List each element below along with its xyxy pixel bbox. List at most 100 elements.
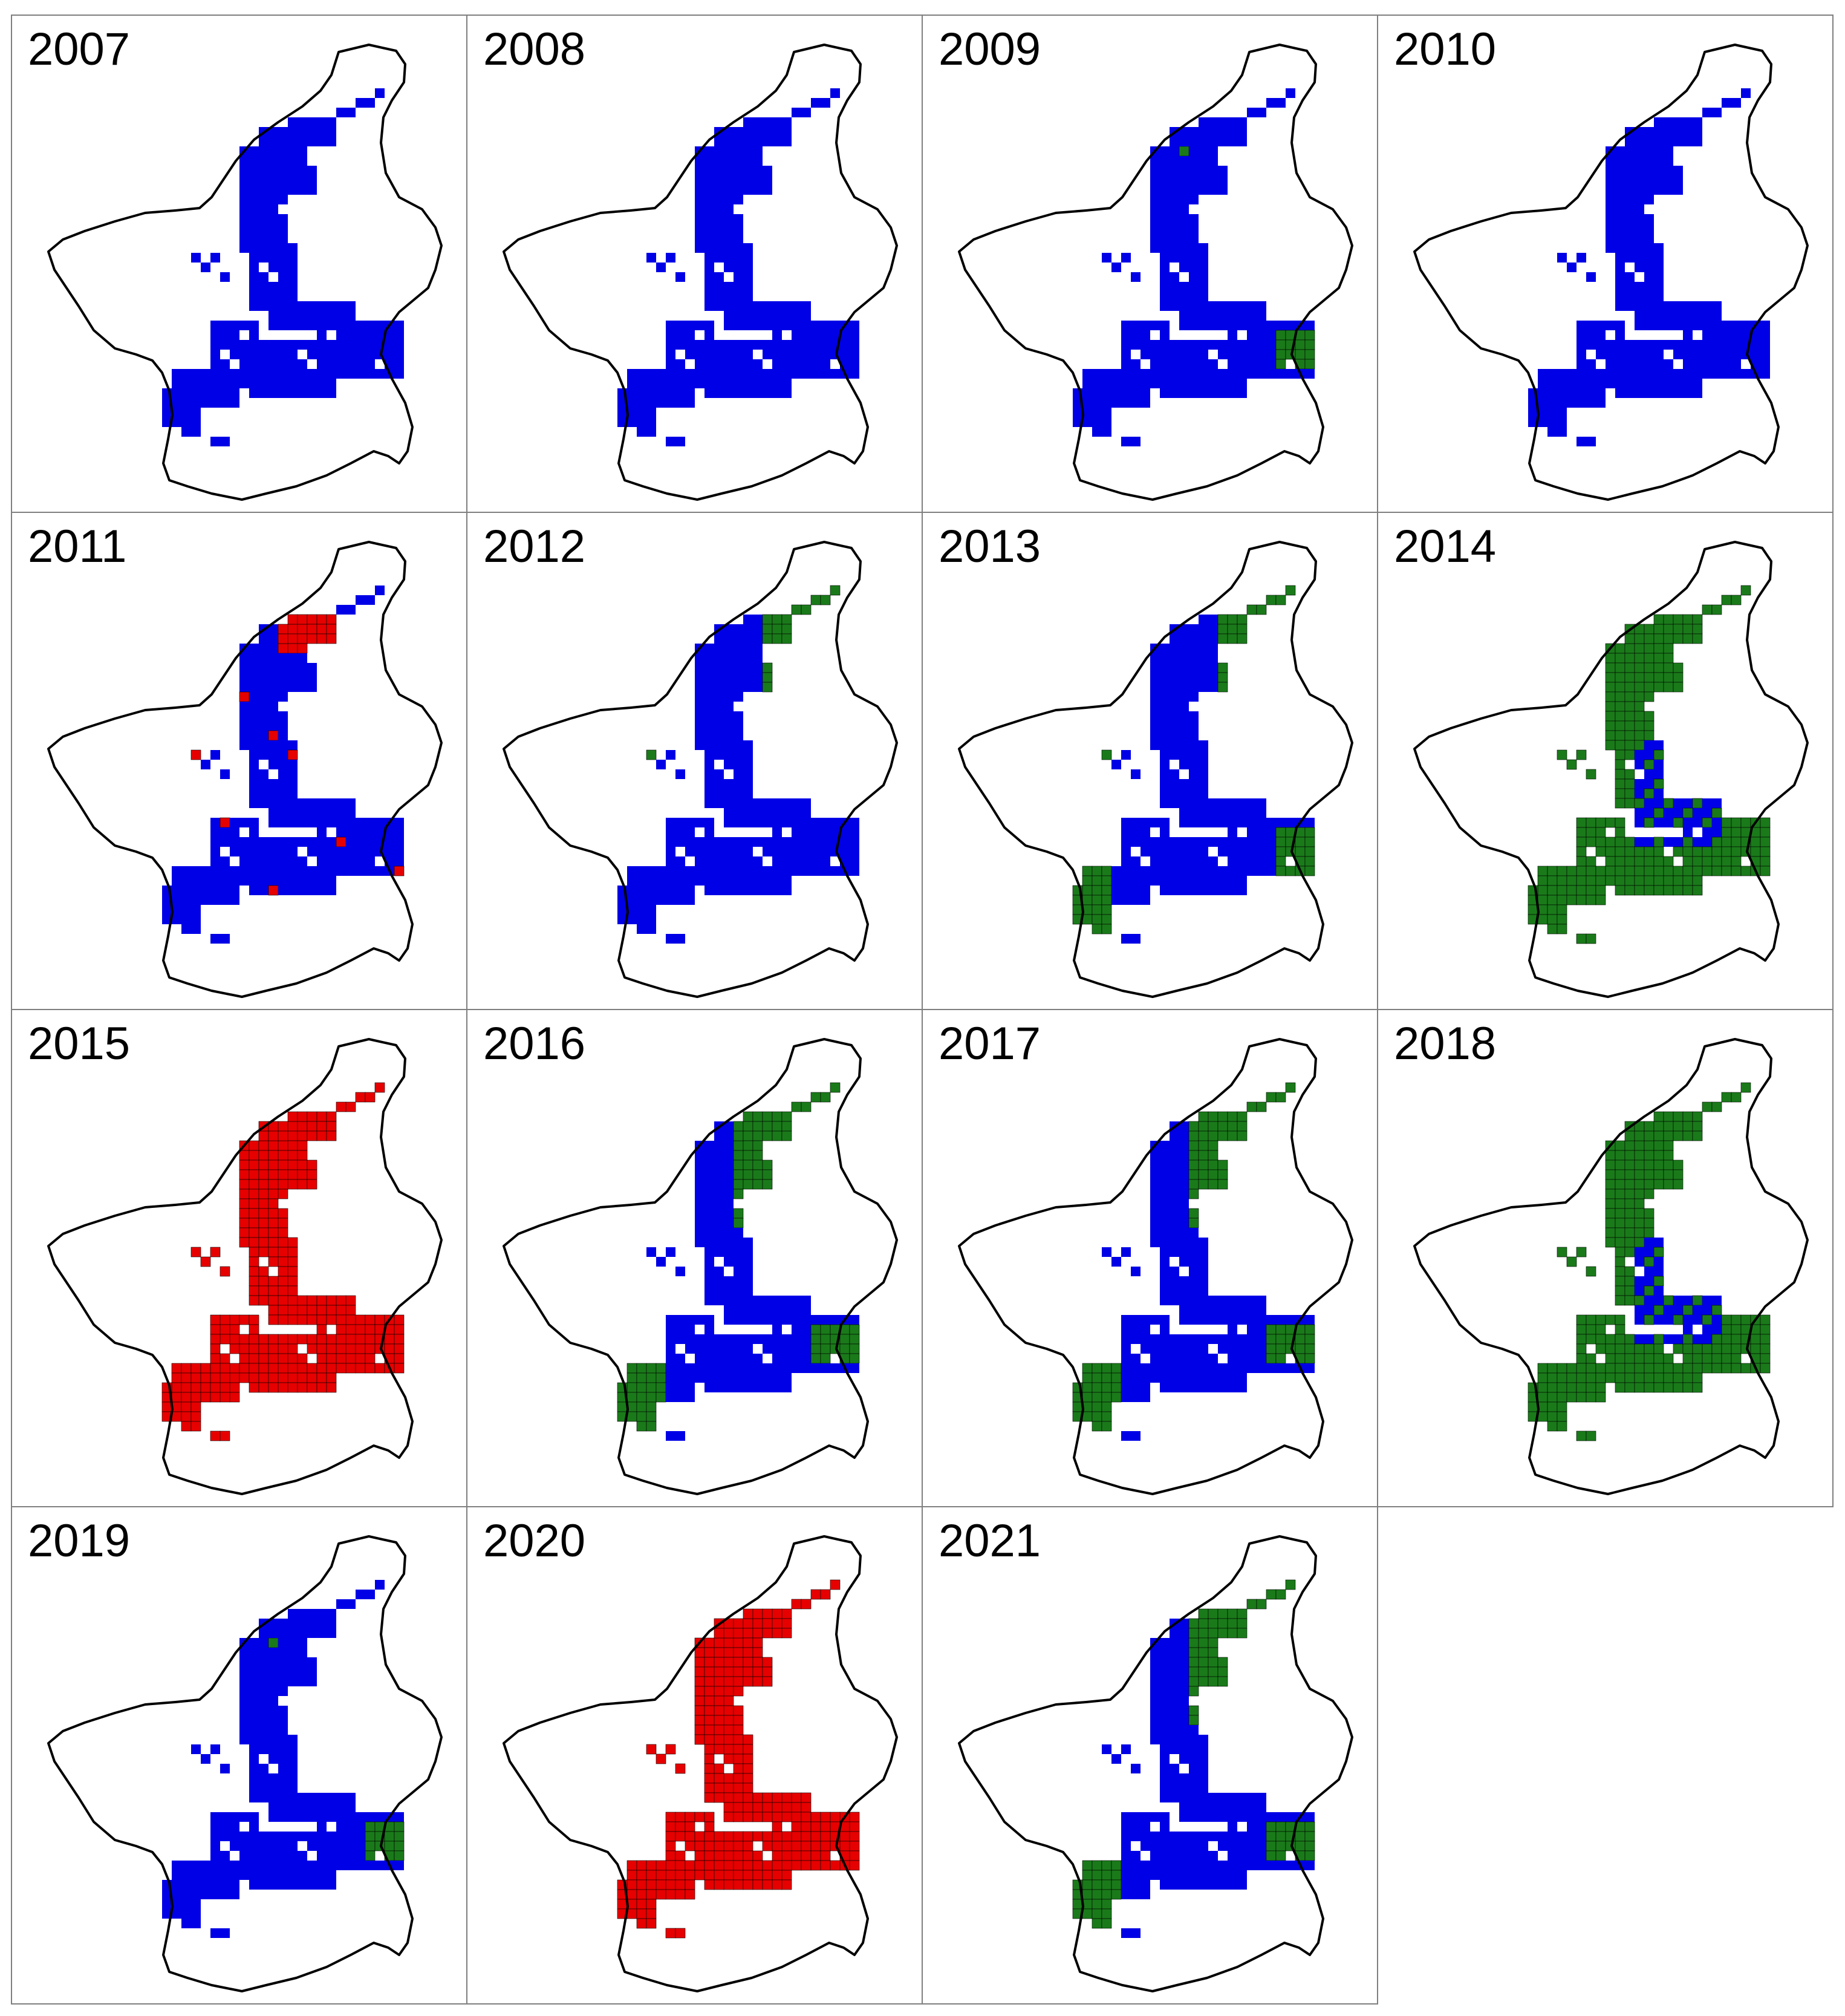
- grid-cell: [743, 740, 753, 750]
- grid-cell: [704, 1744, 715, 1755]
- grid-cell: [259, 253, 268, 263]
- grid-cell: [1141, 369, 1150, 379]
- grid-cell: [1208, 1179, 1219, 1190]
- grid-cell: [1257, 330, 1266, 340]
- grid-cell: [1208, 1140, 1219, 1151]
- grid-cell: [1615, 837, 1625, 847]
- grid-cell: [1605, 846, 1616, 857]
- grid-cell: [1275, 1841, 1286, 1851]
- grid-cell: [210, 1822, 220, 1832]
- grid-cell: [1160, 682, 1170, 692]
- grid-cell: [646, 398, 656, 408]
- grid-cell: [172, 895, 181, 905]
- grid-cell: [1673, 1343, 1684, 1354]
- grid-cell: [1673, 350, 1683, 359]
- grid-cell: [695, 682, 704, 692]
- grid-cell: [1170, 214, 1179, 224]
- grid-cell: [1683, 798, 1693, 808]
- grid-cell: [1586, 437, 1596, 446]
- grid-cell: [1189, 379, 1199, 388]
- grid-cell: [1605, 1169, 1616, 1180]
- grid-cell: [734, 282, 743, 292]
- grid-cell: [1237, 1334, 1247, 1344]
- grid-cell: [1721, 856, 1732, 867]
- grid-cell: [646, 886, 656, 895]
- grid-cell: [1247, 1363, 1257, 1373]
- grid-cell: [307, 1677, 317, 1686]
- grid-cell: [762, 1831, 773, 1842]
- grid-cell: [259, 1870, 268, 1880]
- grid-cell: [268, 1754, 278, 1764]
- grid-cell: [733, 1686, 744, 1697]
- grid-cell: [1160, 1822, 1170, 1832]
- grid-cell: [724, 789, 734, 798]
- grid-cell: [229, 1382, 240, 1393]
- grid-cell: [1189, 634, 1199, 644]
- grid-cell: [1624, 1285, 1635, 1296]
- grid-cell: [326, 1372, 337, 1383]
- grid-cell: [1218, 847, 1228, 856]
- grid-cell: [1683, 137, 1693, 146]
- grid-cell: [268, 1657, 278, 1667]
- grid-cell: [326, 624, 337, 634]
- grid-cell: [830, 1812, 841, 1822]
- grid-cell: [1247, 1812, 1257, 1822]
- grid-cell: [394, 1812, 404, 1822]
- grid-cell: [704, 195, 714, 204]
- grid-cell: [190, 1382, 201, 1393]
- grid-cell: [1731, 1334, 1742, 1345]
- grid-cell: [675, 876, 685, 886]
- grid-cell: [1654, 263, 1664, 272]
- grid-cell: [181, 427, 191, 437]
- grid-cell: [782, 1354, 792, 1363]
- grid-cell: [1257, 856, 1266, 866]
- grid-cell: [1615, 846, 1625, 857]
- grid-cell: [1615, 253, 1625, 263]
- grid-cell: [191, 388, 201, 398]
- grid-cell: [1237, 886, 1247, 895]
- grid-cell: [1179, 837, 1189, 847]
- grid-cell: [327, 369, 336, 379]
- grid-cell: [772, 301, 782, 311]
- grid-cell: [752, 1150, 763, 1161]
- grid-cells: [161, 1082, 405, 1441]
- grid-cell: [1092, 417, 1102, 427]
- grid-cell: [268, 1140, 279, 1151]
- grid-cell: [724, 379, 734, 388]
- grid-cell: [1751, 330, 1760, 340]
- grid-cell: [346, 837, 356, 847]
- grid-cell: [762, 1608, 773, 1619]
- grid-cell: [734, 311, 743, 321]
- grid-cell: [666, 934, 675, 944]
- grid-cell: [249, 1667, 259, 1677]
- grid-cell: [1141, 827, 1150, 837]
- grid-cell: [714, 243, 724, 253]
- grid-cell: [190, 1401, 201, 1412]
- map-panel-2019: 2019: [11, 1506, 467, 2005]
- grid-cell: [1141, 866, 1150, 876]
- grid-cell: [685, 837, 695, 847]
- grid-cell: [1257, 1344, 1266, 1354]
- grid-cell: [1188, 1628, 1199, 1639]
- grid-cell: [704, 301, 714, 311]
- grid-cell: [675, 837, 685, 847]
- grid-cell: [810, 1841, 821, 1851]
- grid-cell: [249, 721, 259, 731]
- grid-cell: [646, 1889, 657, 1900]
- grid-cell: [1246, 604, 1257, 615]
- grid-cell: [753, 1296, 763, 1305]
- grid-cell: [239, 837, 249, 847]
- grid-cell: [753, 166, 763, 175]
- grid-cell: [1208, 1169, 1219, 1180]
- grid-cell: [288, 769, 298, 779]
- grid-cell: [1150, 1812, 1160, 1822]
- grid-cell: [220, 1324, 230, 1335]
- panel-year-label: 2018: [1394, 1018, 1497, 1069]
- grid-cell: [1634, 701, 1645, 712]
- grid-cell: [714, 1160, 724, 1170]
- grid-cell: [753, 137, 763, 146]
- grid-cell: [239, 340, 249, 350]
- grid-cell: [1160, 1199, 1170, 1209]
- grid-cell: [1266, 1841, 1277, 1851]
- grid-cell: [733, 1734, 744, 1745]
